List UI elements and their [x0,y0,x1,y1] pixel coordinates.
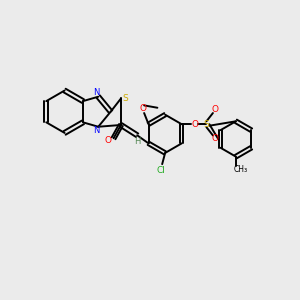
Text: N: N [94,126,100,135]
Text: S: S [123,94,128,103]
Text: S: S [204,120,209,129]
Text: O: O [212,105,219,114]
Text: Cl: Cl [156,166,165,175]
Text: H: H [134,137,140,146]
Text: O: O [139,104,146,113]
Text: CH₃: CH₃ [234,165,248,174]
Text: O: O [105,136,112,145]
Text: N: N [94,88,100,98]
Text: O: O [212,134,219,143]
Text: O: O [191,120,198,129]
